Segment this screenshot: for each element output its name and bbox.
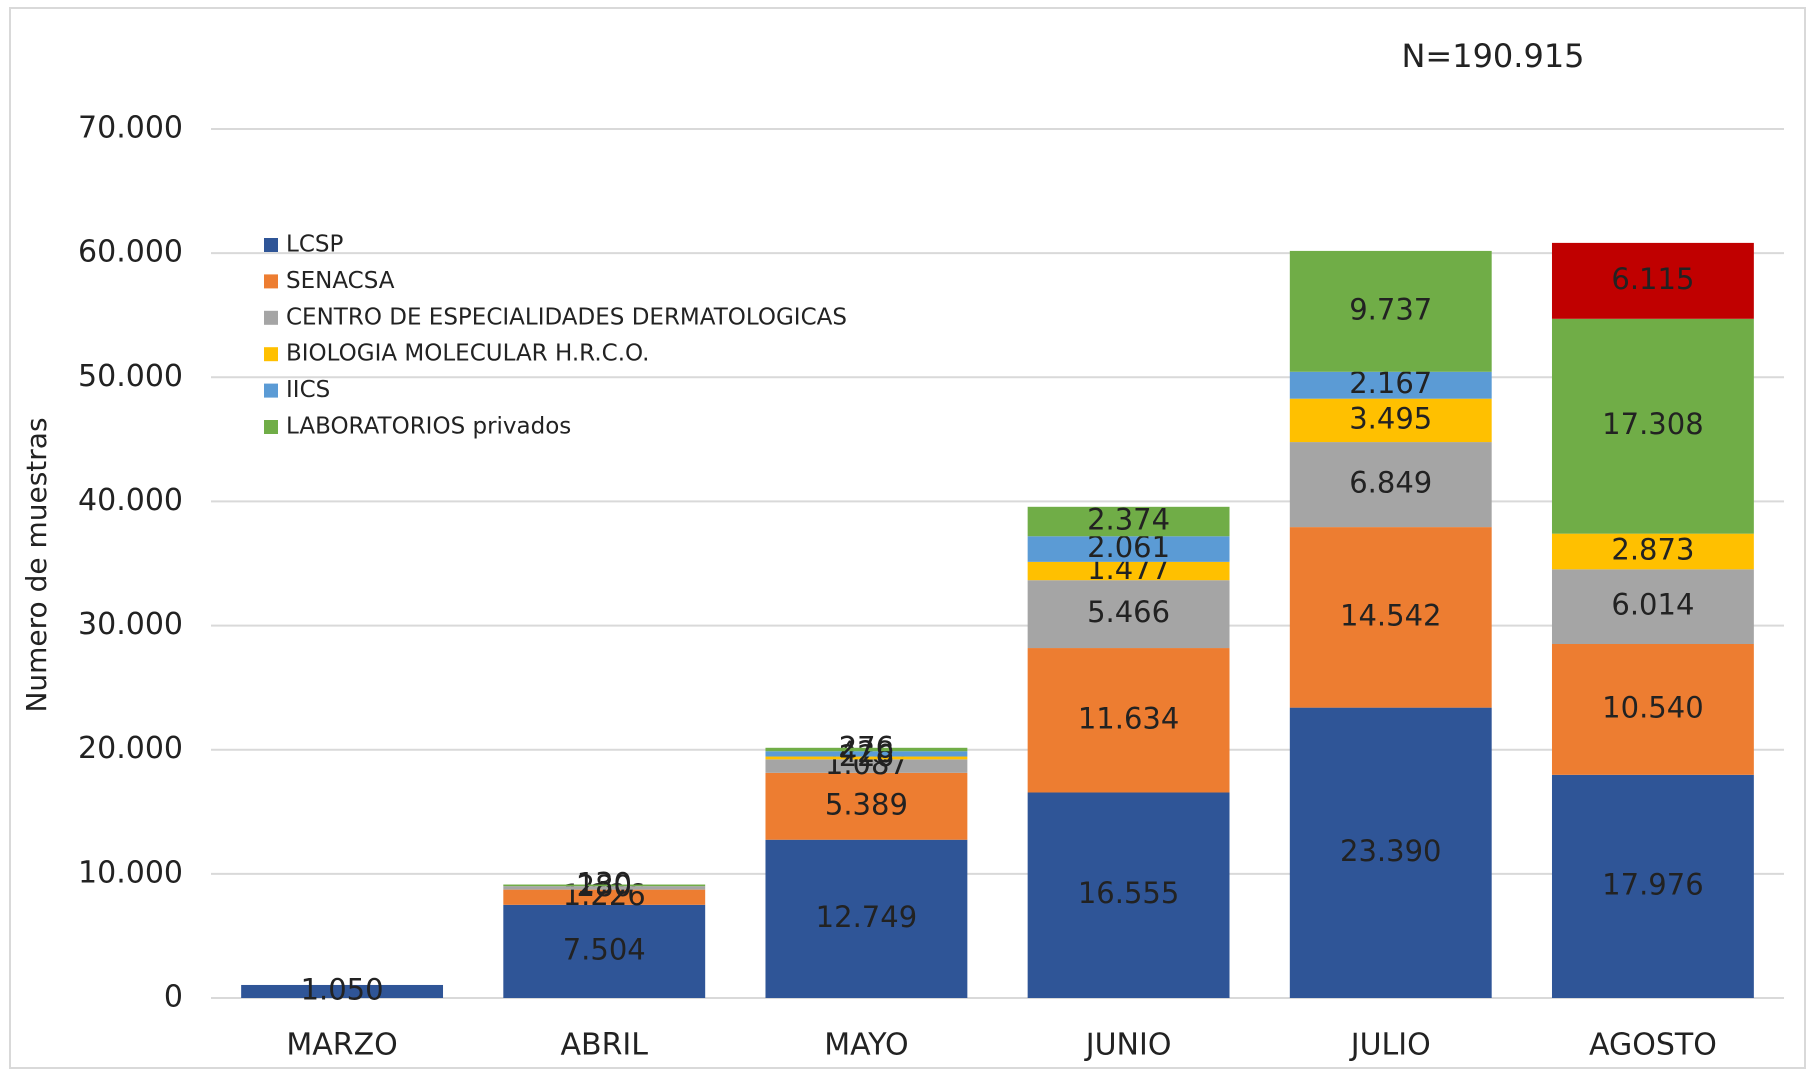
legend-label: BIOLOGIA MOLECULAR H.R.C.O. (286, 341, 650, 367)
data-label: 3.495 (1349, 401, 1432, 435)
x-tick-label: ABRIL (560, 1028, 648, 1063)
data-label: 23.390 (1340, 834, 1441, 868)
data-label: 16.555 (1078, 876, 1179, 910)
x-tick-label: MAYO (824, 1028, 908, 1063)
x-tick-label: JUNIO (1084, 1028, 1172, 1063)
x-tick-label: MARZO (286, 1028, 397, 1063)
legend-label: SENACSA (286, 268, 395, 294)
bar-segment (1289, 398, 1492, 443)
annotation: N=190.915 (1401, 37, 1584, 75)
bar-segment (1551, 533, 1754, 570)
bar-segment (765, 751, 968, 757)
y-tick-label: 30.000 (78, 607, 183, 642)
y-axis-label: Numero de muestras (20, 417, 53, 712)
data-label: 1.226 (563, 878, 646, 912)
data-label: 9.737 (1349, 292, 1432, 326)
bar-segment (1027, 506, 1230, 537)
bar-segment (765, 747, 968, 752)
bar-segment (1027, 536, 1230, 562)
bar-segment (1551, 318, 1754, 534)
legend-label: IICS (286, 377, 330, 403)
bar-segment (1551, 643, 1754, 775)
y-tick-label: 10.000 (78, 855, 183, 890)
data-label: 130 (577, 866, 632, 900)
bar-segment (1027, 648, 1230, 793)
bar-segment (1027, 561, 1230, 581)
legend-swatch (264, 383, 278, 398)
data-label: 12.749 (816, 900, 917, 934)
y-tick-label: 0 (164, 980, 183, 1015)
bar-segment (1027, 580, 1230, 649)
bar-segment (503, 886, 706, 890)
data-label: 5.466 (1087, 595, 1170, 629)
legend-swatch (264, 274, 278, 289)
data-label: 2.167 (1349, 366, 1432, 400)
bar-segment (241, 984, 444, 998)
data-label: 7.504 (563, 932, 646, 966)
data-label: 17.976 (1602, 867, 1703, 901)
data-label: 1.050 (301, 972, 384, 1006)
legend-swatch (264, 310, 278, 325)
data-label: 5.389 (825, 787, 908, 821)
legend-swatch (264, 347, 278, 362)
bar-segment (503, 884, 706, 887)
legend-label: CENTRO DE ESPECIALIDADES DERMATOLOGICAS (286, 304, 847, 330)
bar-segment (1289, 527, 1492, 708)
data-label: 6.849 (1349, 466, 1432, 500)
bar-segment (1027, 792, 1230, 998)
legend-swatch (264, 420, 278, 434)
x-tick-label: JULIO (1349, 1028, 1431, 1063)
y-tick-label: 60.000 (78, 235, 183, 270)
data-label: 2.873 (1611, 533, 1694, 567)
bar-segment (1551, 774, 1754, 998)
bar-segment (1289, 371, 1492, 399)
y-tick-label: 20.000 (78, 731, 183, 766)
bar-segment (765, 759, 968, 773)
bar-segment (1289, 250, 1492, 372)
bar-segment (765, 772, 968, 840)
data-label: 17.308 (1602, 407, 1703, 441)
data-label: 11.634 (1078, 701, 1179, 735)
data-label: 14.542 (1340, 598, 1441, 632)
legend-label: LABORATORIOS privados (286, 414, 571, 440)
bar-segment (1289, 442, 1492, 528)
bar-segment (1551, 569, 1754, 644)
y-tick-label: 70.000 (78, 111, 183, 146)
legend-swatch (264, 238, 278, 252)
data-label: 6.014 (1611, 588, 1694, 622)
y-tick-label: 50.000 (78, 359, 183, 394)
bar-segment (1551, 242, 1754, 319)
bar-segment (503, 904, 706, 998)
data-label: 428 (839, 735, 894, 769)
bar-segment (503, 889, 706, 905)
bar-segment (765, 839, 968, 998)
legend-label: LCSP (286, 232, 343, 258)
y-tick-label: 40.000 (78, 483, 183, 518)
data-label: 2.374 (1087, 503, 1170, 537)
bar-segment (765, 756, 968, 760)
bar-segment (1289, 707, 1492, 998)
data-label: 6.115 (1611, 262, 1694, 296)
data-label: 10.540 (1602, 690, 1703, 724)
data-label: 276 (839, 731, 894, 765)
x-tick-label: AGOSTO (1589, 1028, 1717, 1063)
